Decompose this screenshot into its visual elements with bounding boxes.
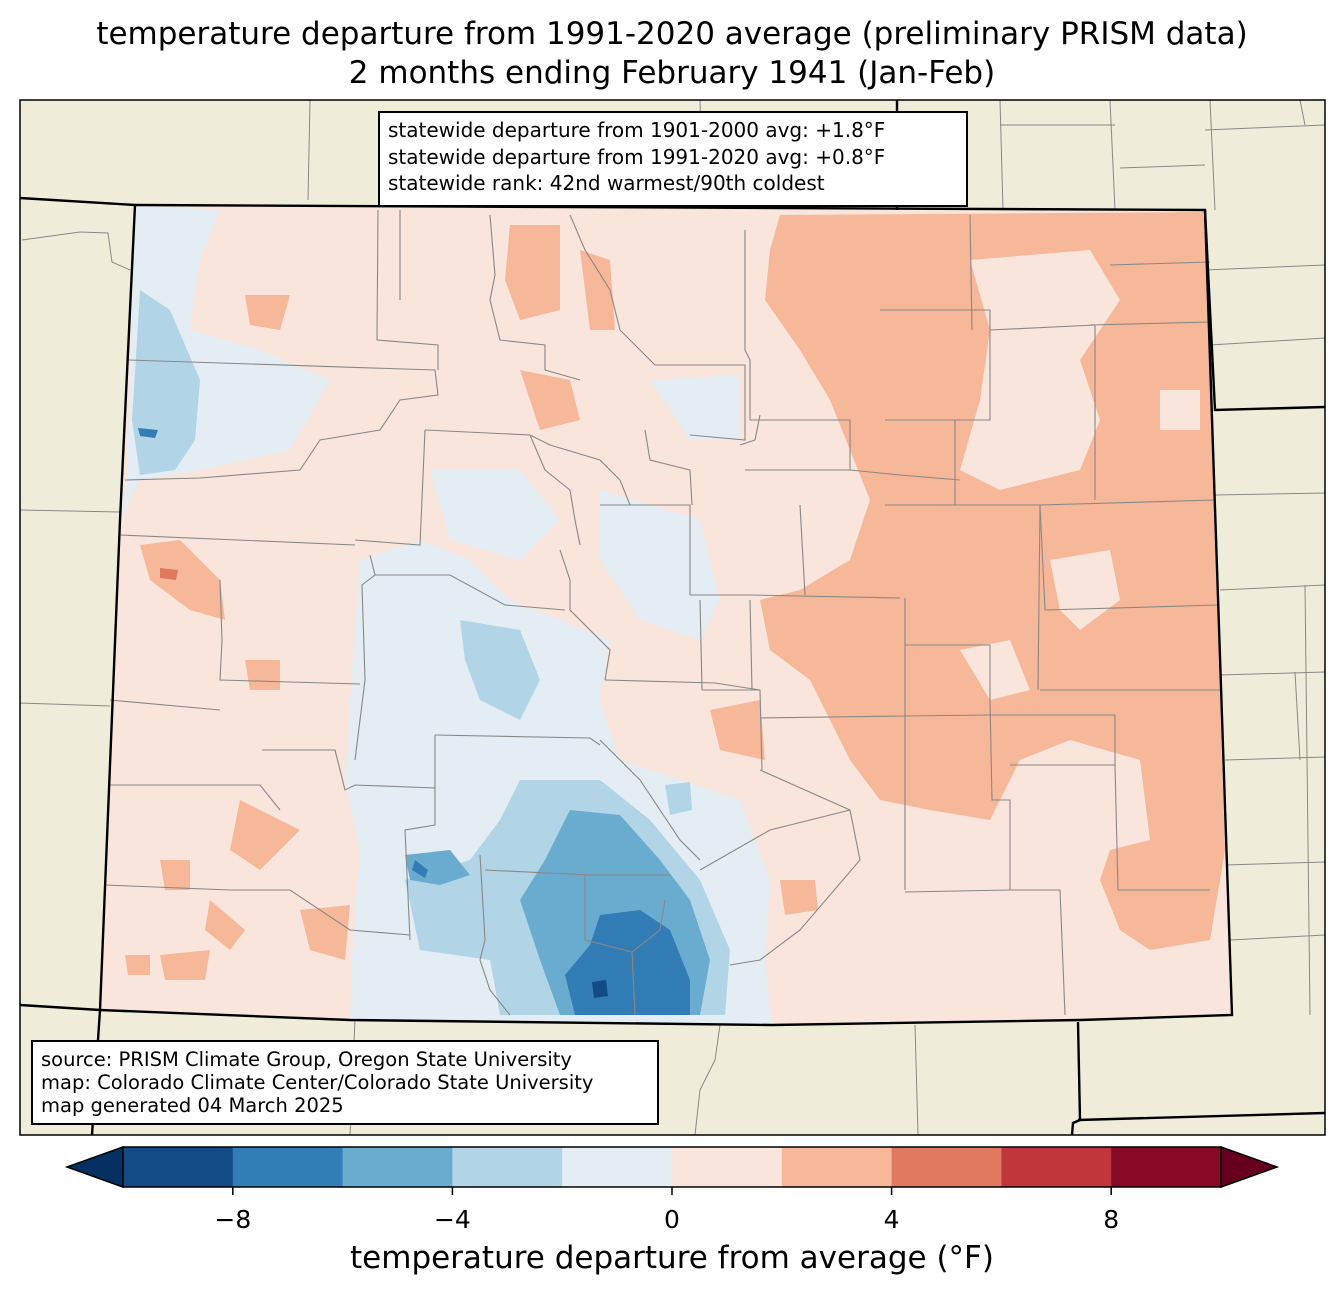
anomaly-south-cool bbox=[460, 620, 540, 720]
source-credits-box: source: PRISM Climate Group, Oregon Stat… bbox=[31, 1040, 659, 1125]
stats-line-rank: statewide rank: 42nd warmest/90th coldes… bbox=[388, 171, 825, 195]
colorbar-tick-label: 0 bbox=[664, 1205, 680, 1234]
map-frame bbox=[19, 99, 1326, 1136]
statewide-stats-box: statewide departure from 1901-2000 avg: … bbox=[378, 111, 968, 207]
map-title-line1: temperature departure from 1991-2020 ave… bbox=[96, 16, 1248, 52]
neighbor-county-lines bbox=[19, 99, 1326, 1136]
colorbar-label: temperature departure from average (°F) bbox=[350, 1240, 994, 1276]
anomaly-east-warm bbox=[760, 212, 1225, 950]
anomaly-west-cooler bbox=[132, 290, 200, 475]
colorbar-tick-label: 4 bbox=[883, 1205, 900, 1234]
stats-line-1991-2020: statewide departure from 1991-2020 avg: … bbox=[388, 144, 886, 169]
county-lines bbox=[104, 209, 1220, 1016]
colorbar-tick-label: −8 bbox=[214, 1205, 252, 1234]
map-title-line2: 2 months ending February 1941 (Jan-Feb) bbox=[348, 55, 996, 91]
stats-line-1901-2000: statewide departure from 1901-2000 avg: … bbox=[388, 118, 886, 142]
source-line: source: PRISM Climate Group, Oregon Stat… bbox=[41, 1048, 572, 1071]
generated-date-line: map generated 04 March 2025 bbox=[41, 1094, 344, 1117]
colorbar-tick-label: −4 bbox=[433, 1205, 471, 1234]
state-boundaries bbox=[19, 100, 1326, 1136]
map-credit-line: map: Colorado Climate Center/Colorado St… bbox=[41, 1071, 594, 1094]
colorbar-tick-label: 8 bbox=[1103, 1205, 1120, 1234]
